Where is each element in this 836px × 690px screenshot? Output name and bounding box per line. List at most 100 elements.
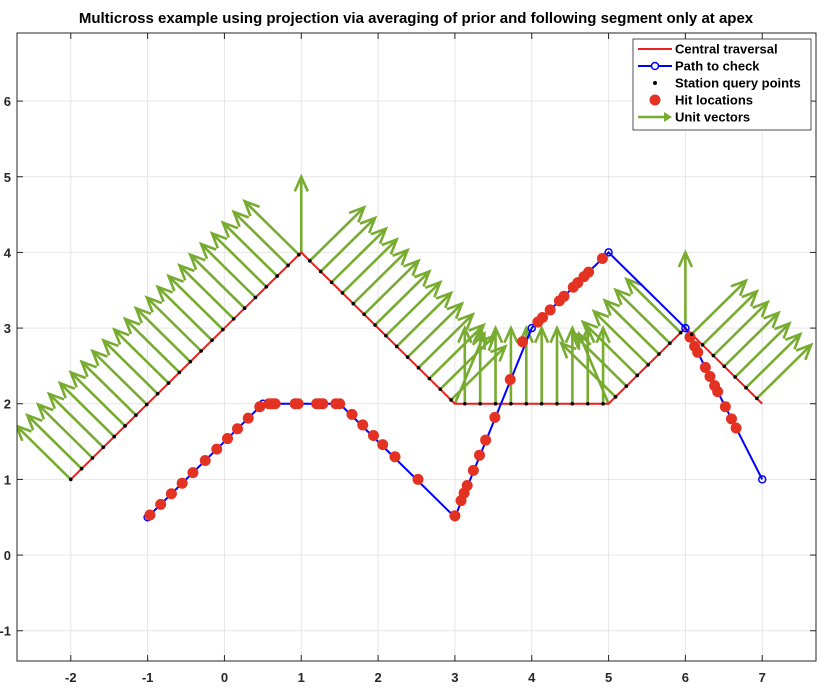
station-point <box>177 370 182 375</box>
unit-vector-head <box>155 284 174 303</box>
legend-label: Path to check <box>675 59 760 74</box>
unit-vector-head <box>198 241 217 260</box>
unit-vector-shaft <box>417 313 474 369</box>
unit-vector-head <box>730 278 749 297</box>
unit-vector-shaft <box>113 328 170 385</box>
unit-vector-shaft <box>200 243 257 299</box>
hit-location-point <box>176 477 188 489</box>
station-point <box>394 344 399 349</box>
unit-vector <box>374 269 432 326</box>
unit-vector <box>209 231 268 288</box>
hit-location-point <box>730 422 742 434</box>
station-point <box>601 401 605 406</box>
unit-vector-shaft <box>91 350 148 406</box>
hit-location-point <box>725 413 737 425</box>
unit-vector-shaft <box>80 360 137 417</box>
unit-vector-shaft <box>453 333 486 405</box>
hit-locations <box>144 252 742 522</box>
unit-vector-head <box>17 424 32 442</box>
unit-vector-head <box>591 309 610 327</box>
hit-location-point <box>449 510 461 522</box>
y-tick-label: 4 <box>4 245 12 260</box>
unit-vector-head <box>35 402 54 420</box>
unit-vector-shaft <box>428 324 485 380</box>
unit-vector-shaft <box>48 392 105 449</box>
unit-vector <box>549 324 565 404</box>
unit-vector-shaft <box>124 317 181 374</box>
unit-vector <box>188 252 246 310</box>
unit-vector-head <box>487 324 504 344</box>
unit-vector-head <box>602 298 621 316</box>
station-point <box>297 252 301 257</box>
unit-vector-head <box>209 231 228 249</box>
station-point <box>493 401 498 406</box>
central-traversal <box>70 251 763 481</box>
station-point <box>210 338 214 343</box>
unit-vector-head <box>101 338 119 356</box>
unit-vector-head <box>457 312 476 330</box>
unit-vector-head <box>677 249 694 268</box>
unit-vector-head <box>403 258 421 277</box>
unit-vector-head <box>25 412 43 431</box>
x-tick-label: -1 <box>142 670 154 685</box>
station-point <box>744 385 748 390</box>
unit-vector-head <box>359 215 378 234</box>
unit-vector <box>341 237 399 294</box>
unit-vector-shaft <box>560 342 617 398</box>
unit-vector-shaft <box>135 307 192 363</box>
station-point <box>221 327 225 332</box>
station-point <box>166 381 171 385</box>
y-tick-label: -1 <box>0 624 11 639</box>
unit-vector-head <box>580 319 599 338</box>
unit-vector-head <box>293 173 309 192</box>
station-point <box>613 395 618 399</box>
unit-vector <box>580 319 639 377</box>
hit-location-point <box>596 252 608 264</box>
unit-vector <box>68 370 127 427</box>
unit-vector <box>487 324 504 404</box>
unit-vector-head <box>424 280 443 298</box>
unit-vector-shaft <box>701 290 758 346</box>
unit-vector <box>319 215 378 273</box>
hit-location-point <box>144 509 156 521</box>
unit-vector-shaft <box>102 339 159 395</box>
apex-unit-vector <box>293 173 309 253</box>
unit-vector-shaft <box>577 333 610 405</box>
unit-vector <box>406 301 465 359</box>
unit-vector-shaft <box>37 403 94 459</box>
station-point <box>340 291 345 295</box>
unit-vector-head <box>503 324 519 344</box>
unit-vector <box>308 205 367 262</box>
station-point <box>362 312 366 317</box>
unit-vector-head <box>166 273 185 292</box>
unit-vector-shaft <box>178 264 235 320</box>
station-point <box>539 401 544 406</box>
legend-label: Hit locations <box>675 93 753 108</box>
unit-vector-shaft <box>243 200 300 256</box>
unit-vector-shaft <box>712 301 769 357</box>
unit-vector <box>46 391 105 449</box>
unit-vector-head <box>188 252 206 271</box>
central-traversal-line <box>70 251 763 481</box>
hit-location-point <box>558 290 570 302</box>
station-point <box>657 352 661 356</box>
unit-vector-head <box>549 324 565 344</box>
unit-vector-shaft <box>221 221 279 278</box>
station-point <box>427 376 432 381</box>
unit-vector-head <box>392 247 410 266</box>
unit-vector <box>177 263 235 320</box>
hit-location-point <box>292 398 304 410</box>
hit-location-point <box>357 419 369 431</box>
unit-vector <box>352 247 410 305</box>
station-point <box>112 434 117 439</box>
unit-vector <box>122 316 181 374</box>
legend-item: Path to check <box>638 59 760 74</box>
unit-vector <box>745 331 803 389</box>
hit-location-point <box>699 361 711 373</box>
unit-vector <box>602 298 660 355</box>
station-point <box>264 285 269 289</box>
station-point <box>509 401 513 406</box>
hit-location-point <box>536 311 548 323</box>
y-tick-label: 0 <box>4 548 11 563</box>
unit-vector-head <box>533 324 550 344</box>
